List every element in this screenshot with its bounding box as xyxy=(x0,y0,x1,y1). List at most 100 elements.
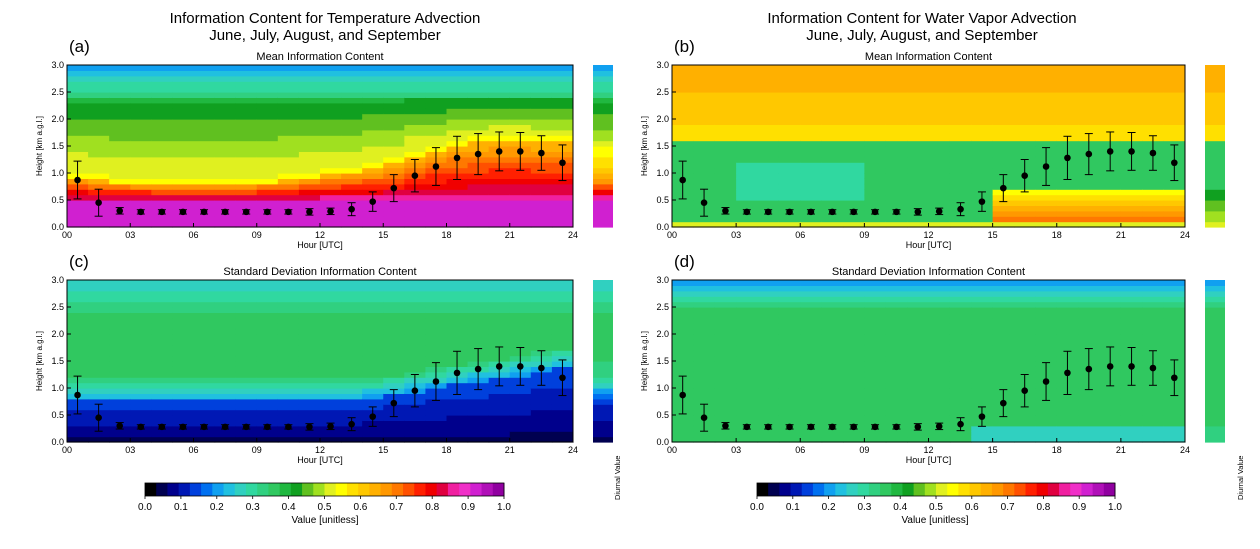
heatmap-cell xyxy=(1014,113,1036,120)
heatmap-cell xyxy=(800,75,823,82)
heatmap-cell xyxy=(404,65,427,71)
data-point xyxy=(1021,172,1028,179)
heatmap-cell xyxy=(341,183,363,190)
heatmap-cell xyxy=(404,425,427,432)
data-point xyxy=(474,365,482,373)
heatmap-cell xyxy=(151,135,174,142)
heatmap-cell xyxy=(1035,108,1058,115)
heatmap-cell xyxy=(1014,146,1036,152)
heatmap-cell xyxy=(714,290,737,297)
heatmap-cell xyxy=(1099,323,1122,330)
heatmap-cell xyxy=(277,156,300,163)
heatmap-cell xyxy=(1014,366,1036,373)
heatmap-cell xyxy=(800,221,823,228)
heatmap-cell xyxy=(509,431,532,438)
heatmap-cell xyxy=(151,420,174,427)
heatmap-cell xyxy=(151,173,174,179)
heatmap-cell xyxy=(843,366,865,373)
colorbar-swatch xyxy=(380,483,393,496)
heatmap-cell xyxy=(130,108,152,115)
heatmap-cell xyxy=(714,156,737,163)
heatmap-cell xyxy=(214,113,237,120)
diurnal-cell xyxy=(1205,119,1225,125)
heatmap-cell xyxy=(864,140,887,147)
heatmap-cell xyxy=(1099,178,1122,185)
heatmap-cell xyxy=(172,216,195,223)
heatmap-cell xyxy=(151,178,174,185)
heatmap-cell xyxy=(235,124,258,131)
heatmap-cell xyxy=(800,382,823,389)
heatmap-cell xyxy=(1120,290,1143,297)
heatmap-cell xyxy=(1120,301,1143,308)
x-tick-label: 06 xyxy=(795,445,805,455)
heatmap-cell xyxy=(509,409,532,416)
heatmap-cell xyxy=(778,393,801,400)
heatmap-cell xyxy=(67,102,89,109)
heatmap-cell xyxy=(362,124,384,131)
heatmap-cell xyxy=(864,436,887,443)
heatmap-cell xyxy=(1078,173,1101,179)
heatmap-cell xyxy=(383,382,405,389)
heatmap-cell xyxy=(193,119,216,125)
heatmap-cell xyxy=(736,200,759,206)
heatmap-cell xyxy=(425,317,448,324)
heatmap-cell xyxy=(530,119,553,125)
data-point xyxy=(369,198,377,205)
heatmap-cell xyxy=(885,366,908,373)
heatmap-cell xyxy=(551,317,574,324)
heatmap-cell xyxy=(1035,317,1058,324)
heatmap-cell xyxy=(446,70,469,77)
heatmap-cell xyxy=(821,317,844,324)
heatmap-cell xyxy=(800,371,823,378)
heatmap-cell xyxy=(362,129,384,136)
x-tick-label: 00 xyxy=(62,445,72,455)
heatmap-cell xyxy=(235,415,258,421)
diurnal-strip xyxy=(593,280,613,443)
heatmap-cell xyxy=(172,323,195,330)
heatmap-cell xyxy=(864,350,887,357)
heatmap-cell xyxy=(193,70,216,77)
heatmap-cell xyxy=(992,420,1015,427)
heatmap-cell xyxy=(298,75,321,82)
heatmap-cell xyxy=(320,221,342,228)
heatmap-cell xyxy=(467,296,490,303)
heatmap-cell xyxy=(885,200,908,206)
gap-column xyxy=(1185,280,1205,442)
heatmap-cell xyxy=(67,420,89,427)
heatmap-cell xyxy=(446,97,469,104)
heatmap-cell xyxy=(130,124,152,131)
heatmap-cell xyxy=(467,81,490,88)
heatmap-cell xyxy=(298,334,321,340)
heatmap-cell xyxy=(821,156,844,163)
heatmap-cell xyxy=(1163,113,1186,120)
heatmap-cell xyxy=(1120,119,1143,125)
heatmap-cell xyxy=(67,436,89,443)
heatmap-cell xyxy=(509,290,532,297)
heatmap-cell xyxy=(1163,425,1186,432)
heatmap-cell xyxy=(1078,425,1101,432)
heatmap-cell xyxy=(736,334,759,340)
heatmap-cell xyxy=(885,75,908,82)
panel-title: Standard Deviation Information Content xyxy=(223,266,416,278)
heatmap-cell xyxy=(736,339,759,346)
heatmap-cell xyxy=(298,81,321,88)
heatmap-cell xyxy=(67,323,89,330)
heatmap-cell xyxy=(446,317,469,324)
heatmap-cell xyxy=(864,151,887,158)
heatmap-cell xyxy=(530,102,553,109)
heatmap-cell xyxy=(151,221,174,228)
data-point xyxy=(327,423,334,430)
heatmap-cell xyxy=(757,135,780,142)
y-tick-label: 2.0 xyxy=(51,329,64,339)
colorbar-tick-label: 0.6 xyxy=(965,502,979,513)
heatmap-cell xyxy=(109,323,131,330)
heatmap-cell xyxy=(821,371,844,378)
data-point xyxy=(1042,378,1050,385)
heatmap-cell xyxy=(404,221,427,228)
colorbar-tick-label: 0.1 xyxy=(174,502,188,513)
heatmap-cell xyxy=(235,339,258,346)
heatmap-cell xyxy=(1014,135,1036,142)
heatmap-cell xyxy=(488,431,511,438)
heatmap-cell xyxy=(843,86,865,93)
heatmap-cell xyxy=(320,151,342,158)
